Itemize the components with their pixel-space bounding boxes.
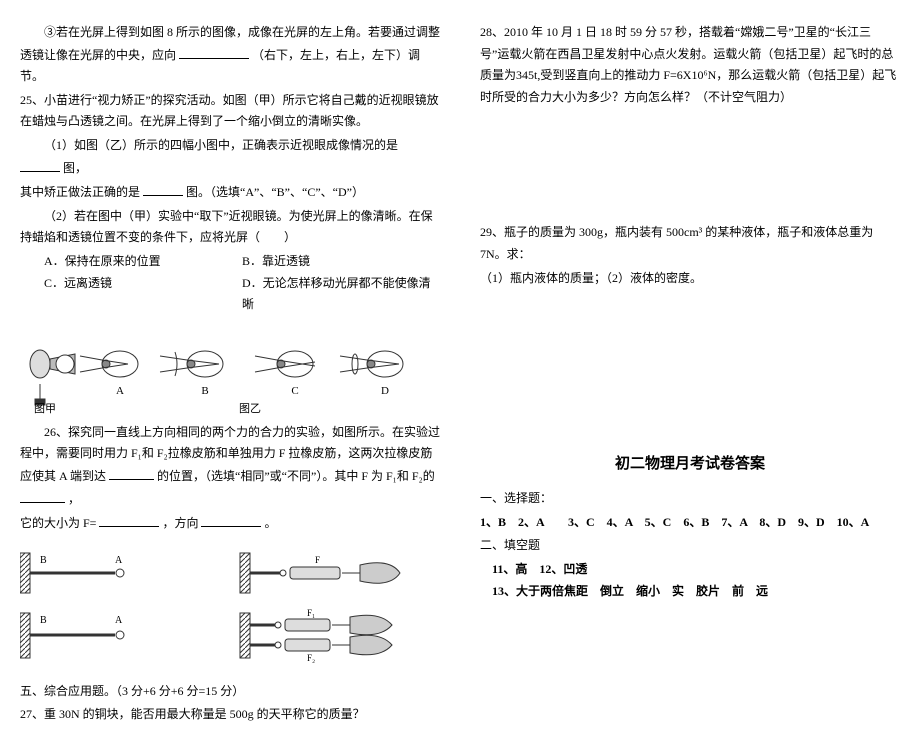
label-a: A [116,385,124,397]
fig-yi-label: 图乙 [239,402,261,414]
q26-line2: 它的大小为 F= ，方向 。 [20,512,440,535]
blank [109,465,154,480]
blank [179,44,249,59]
left-column: ③若在光屏上得到如图 8 所示的图像，成像在光屏的左上角。若要通过调整透镜让像在… [20,20,440,728]
q29b: （1）瓶内液体的质量；（2）液体的密度。 [480,268,900,290]
q26-f: 。 [264,516,276,530]
sec5: 五、综合应用题。（3 分+6 分+6 分=15 分） [20,681,440,703]
q28: 28、2010 年 10 月 1 日 18 时 59 分 57 秒，搭载着“嫦娥… [480,22,900,108]
label-d: D [381,385,389,397]
q26: 26、探究同一直线上方向相同的两个力的合力的实验，如图所示。在实验过程中，需要同… [20,422,440,510]
q27: 27、重 30N 的铜块，能否用最大称量是 500g 的天平称它的质量？ [20,704,440,726]
svg-text:A: A [115,615,123,626]
spring-diagram-svg: B A F B A [20,543,440,673]
figure-jia-yi: A B C D 图甲 图乙 [20,324,440,414]
q26-c: ， [68,492,80,506]
spacer [480,291,900,421]
q25-1d: 图。（选填“A”、“B”、“C”、“D”） [186,185,364,199]
q25-1a: （1）如图（乙）所示的四幅小图中，正确表示近视眼成像情况的是 [44,138,398,152]
option-d: D．无论怎样移动光屏都不能使像清晰 [242,273,440,316]
option-a: A．保持在原来的位置 [44,251,242,273]
ans-11: 11、高 12、凹透 [492,559,900,581]
option-b: B．靠近透镜 [242,251,440,273]
fig-jia-label: 图甲 [34,402,56,414]
svg-text:F₂: F₂ [307,653,315,663]
q25-1c: 其中矫正做法正确的是 [20,185,140,199]
eye-diagram-svg: A B C D 图甲 图乙 [20,324,440,414]
ans-sec2: 二、填空题 [480,535,900,557]
option-c: C．远离透镜 [44,273,242,316]
blank [20,157,60,172]
svg-text:F₁: F₁ [307,608,315,618]
figure-spring: B A F B A [20,543,440,673]
q25-stem: 25、小苗进行“视力矫正”的探究活动。如图（甲）所示它将自己戴的近视眼镜放在蜡烛… [20,90,440,133]
blank [143,181,183,196]
options-block: A．保持在原来的位置 B．靠近透镜 C．远离透镜 D．无论怎样移动光屏都不能使像… [20,251,440,316]
label-c: C [291,385,298,397]
q26-b: 的位置，（选填“相同”或“不同”）。其中 F 为 F₁和 F₂的 [157,469,435,483]
svg-text:F: F [315,555,320,565]
label-b: B [201,385,208,397]
q25-1-line2: 其中矫正做法正确的是 图。（选填“A”、“B”、“C”、“D”） [20,181,440,204]
svg-text:A: A [115,555,123,566]
spacer [480,110,900,220]
blank [20,488,65,503]
q29a: 29、瓶子的质量为 300g，瓶内装有 500cm³ 的某种液体，瓶子和液体总重… [480,222,900,265]
q26-e: ，方向 [162,516,198,530]
q25-1-line1: （1）如图（乙）所示的四幅小图中，正确表示近视眼成像情况的是 图， [20,135,440,179]
q26-d: 它的大小为 F= [20,516,96,530]
ans-sec1: 一、选择题： [480,488,900,510]
blank [201,512,261,527]
right-column: 28、2010 年 10 月 1 日 18 时 59 分 57 秒，搭载着“嫦娥… [480,20,900,728]
ans-title: 初二物理月考试卷答案 [480,451,900,478]
svg-text:B: B [40,615,47,626]
q24-3: ③若在光屏上得到如图 8 所示的图像，成像在光屏的左上角。若要通过调整透镜让像在… [20,22,440,88]
q25-1b: 图， [63,161,87,175]
page: ③若在光屏上得到如图 8 所示的图像，成像在光屏的左上角。若要通过调整透镜让像在… [20,20,900,728]
ans-line1: 1、B 2、A 3、C 4、A 5、C 6、B 7、A 8、D 9、D 10、A [480,512,900,534]
ans-13: 13、大于两倍焦距 倒立 缩小 实 胶片 前 远 [492,581,900,603]
blank [99,512,159,527]
svg-text:B: B [40,555,47,566]
q25-2: （2）若在图中（甲）实验中“取下”近视眼镜。为使光屏上的像清晰。在保持蜡焰和透镜… [20,206,440,249]
